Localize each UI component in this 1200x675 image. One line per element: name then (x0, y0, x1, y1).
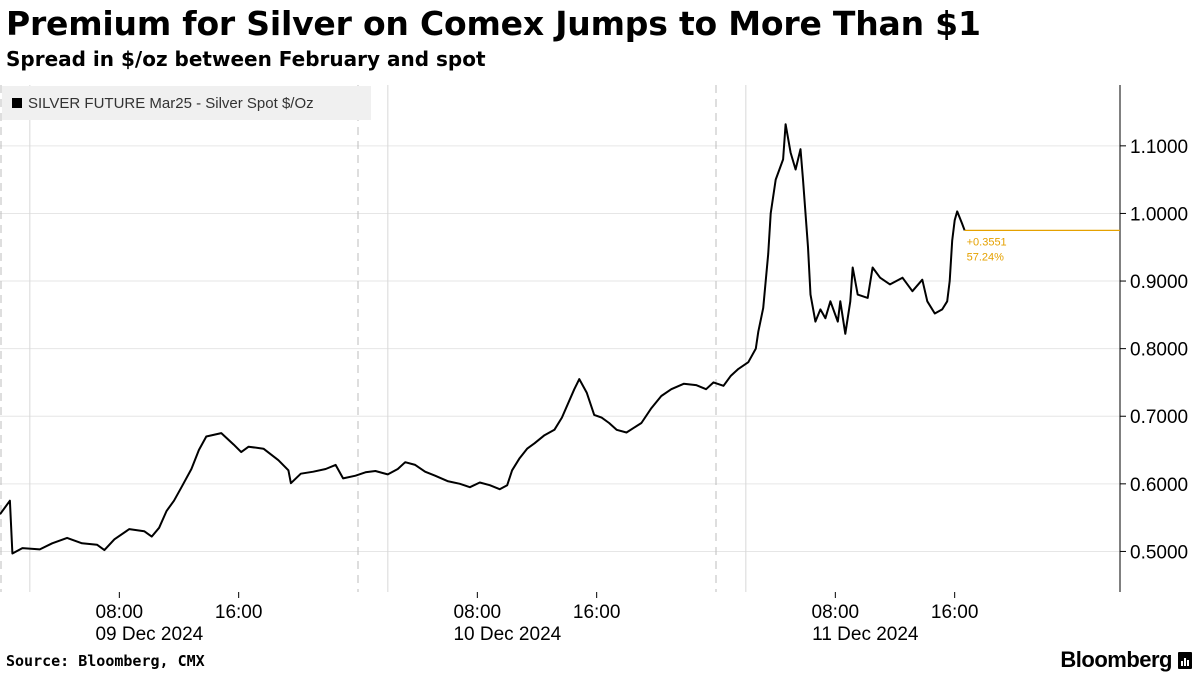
series-line (0, 123, 966, 555)
last-value-annotation: +0.3551 57.24% (964, 229, 1120, 263)
y-tick-label: 0.7000 (1130, 407, 1188, 428)
y-tick-label: 1.0000 (1130, 204, 1188, 225)
x-date-label: 09 Dec 2024 (95, 624, 203, 645)
y-tick-label: 0.8000 (1130, 340, 1188, 361)
x-tick-label: 16:00 (215, 602, 263, 623)
last-value-change: +0.3551 (967, 236, 1007, 248)
grid (0, 145, 1120, 552)
x-tick-label: 08:00 (812, 602, 860, 623)
x-tick-label: 08:00 (96, 602, 144, 623)
series-layer (0, 123, 966, 555)
bloomberg-logo-text: Bloomberg (1060, 647, 1172, 672)
bloomberg-terminal-icon (1178, 651, 1192, 669)
legend-swatch (12, 98, 22, 108)
y-tick-label: 0.5000 (1130, 542, 1188, 563)
legend-label: SILVER FUTURE Mar25 - Silver Spot $/Oz (28, 94, 314, 112)
chart-subtitle: Spread in $/oz between February and spot (6, 47, 486, 71)
chart-title: Premium for Silver on Comex Jumps to Mor… (6, 4, 981, 43)
last-value-pct: 57.24% (967, 251, 1005, 263)
y-axis: 0.5000 0.6000 0.7000 0.8000 0.9000 1.0000 1.10… (1119, 85, 1188, 592)
x-tick-label: 16:00 (573, 602, 621, 623)
x-date-label: 11 Dec 2024 (812, 624, 919, 645)
source-note: Source: Bloomberg, CMX (6, 652, 205, 670)
y-tick-label: 1.1000 (1130, 137, 1188, 158)
day-separators (0, 85, 747, 592)
legend: SILVER FUTURE Mar25 - Silver Spot $/Oz (2, 86, 371, 120)
x-tick-label: 08:00 (454, 602, 502, 623)
brand: Bloomberg (1060, 647, 1192, 673)
y-tick-label: 0.6000 (1130, 475, 1188, 496)
x-date-label: 10 Dec 2024 (453, 624, 561, 645)
y-tick-label: 0.9000 (1130, 272, 1188, 293)
x-tick-label: 16:00 (931, 602, 979, 623)
